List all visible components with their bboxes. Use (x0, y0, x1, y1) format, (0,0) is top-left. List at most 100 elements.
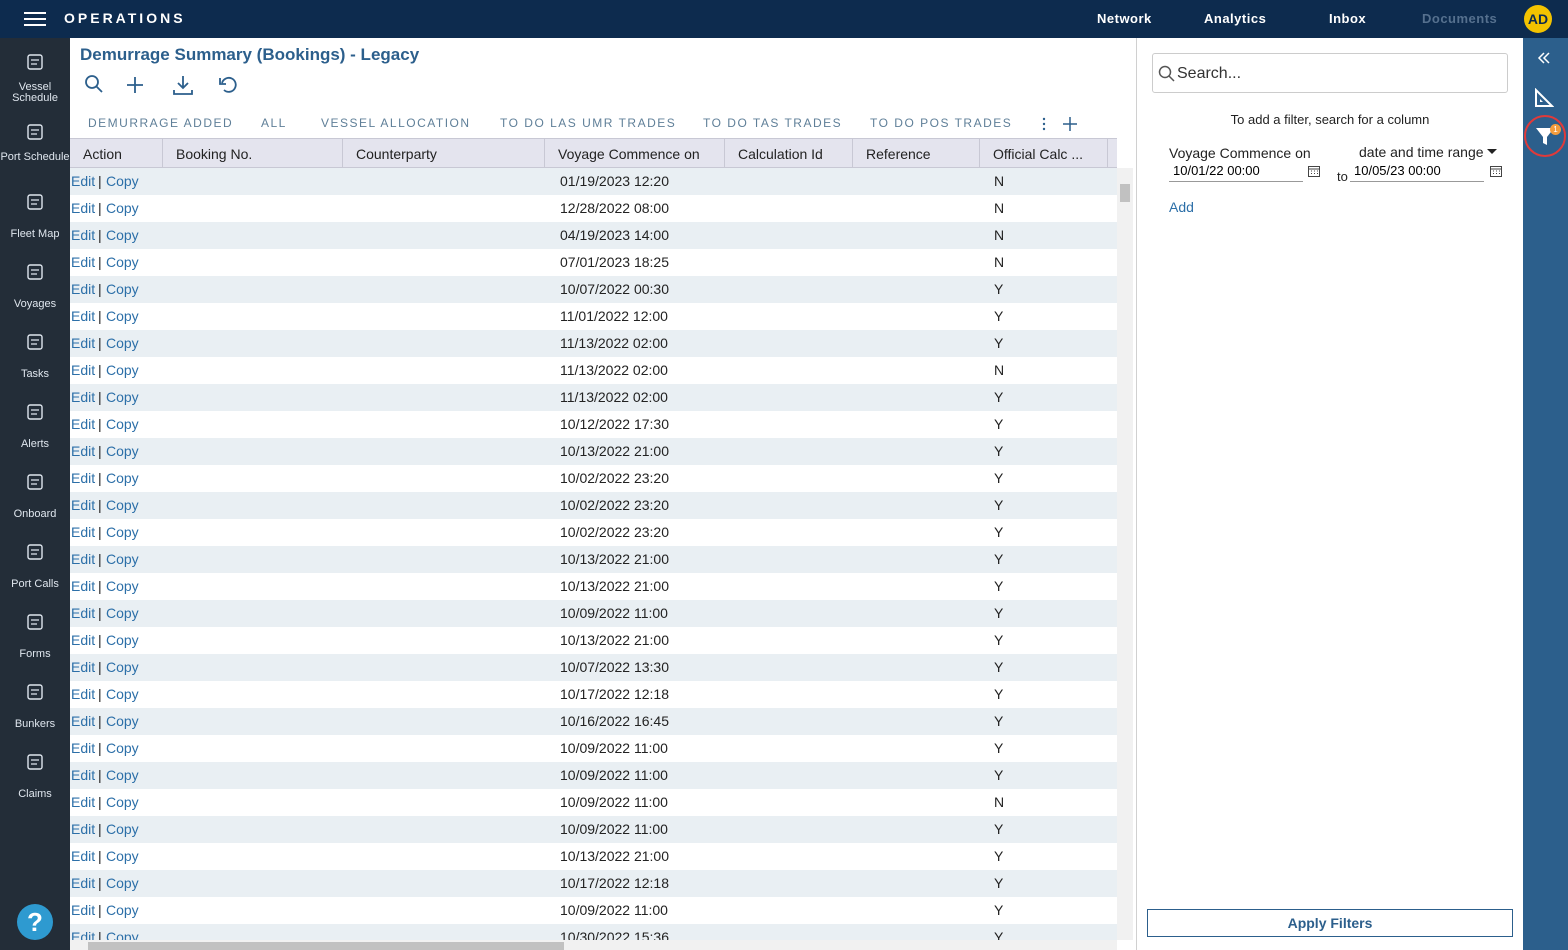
sidebar-item[interactable]: Onboard (0, 458, 70, 528)
copy-link[interactable]: Copy (106, 929, 139, 940)
filter-icon[interactable] (1523, 114, 1568, 159)
tab[interactable]: DEMURRAGE ADDED (88, 116, 234, 130)
column-header[interactable]: Calculation Id (725, 139, 853, 167)
column-header[interactable]: Official Calc ... (980, 139, 1108, 167)
copy-link[interactable]: Copy (106, 335, 139, 351)
edit-link[interactable]: Edit (71, 659, 96, 675)
copy-link[interactable]: Copy (106, 632, 139, 648)
copy-link[interactable]: Copy (106, 470, 139, 486)
edit-link[interactable]: Edit (71, 875, 96, 891)
copy-link[interactable]: Copy (106, 200, 139, 216)
sidebar-item[interactable]: Voyages (0, 248, 70, 318)
tab[interactable]: VESSEL ALLOCATION (321, 116, 471, 130)
nav-link[interactable]: Documents (1422, 11, 1498, 26)
copy-link[interactable]: Copy (106, 659, 139, 675)
calendar-icon[interactable] (1490, 165, 1502, 177)
copy-link[interactable]: Copy (106, 578, 139, 594)
sidebar-item[interactable]: Claims (0, 738, 70, 808)
copy-link[interactable]: Copy (106, 416, 139, 432)
edit-link[interactable]: Edit (71, 686, 96, 702)
edit-link[interactable]: Edit (71, 605, 96, 621)
date-to[interactable]: 10/05/23 00:00 (1350, 163, 1484, 182)
nav-link[interactable]: Analytics (1204, 11, 1267, 26)
edit-link[interactable]: Edit (71, 389, 96, 405)
download-icon[interactable] (173, 76, 193, 95)
menu-icon[interactable] (24, 11, 46, 27)
apply-filters[interactable]: Apply Filters (1147, 909, 1513, 937)
copy-link[interactable]: Copy (106, 821, 139, 837)
copy-link[interactable]: Copy (106, 254, 139, 270)
sidebar-item[interactable]: Fleet Map (0, 178, 70, 248)
copy-link[interactable]: Copy (106, 362, 139, 378)
sidebar-item[interactable]: Port Schedule (0, 108, 70, 178)
search-box[interactable]: Search... (1152, 53, 1508, 93)
reset-icon[interactable] (219, 76, 237, 93)
edit-link[interactable]: Edit (71, 524, 96, 540)
edit-link[interactable]: Edit (71, 281, 96, 297)
edit-link[interactable]: Edit (71, 794, 96, 810)
add-icon[interactable] (127, 77, 143, 93)
edit-link[interactable]: Edit (71, 632, 96, 648)
copy-link[interactable]: Copy (106, 551, 139, 567)
column-header[interactable]: Booking No. (163, 139, 343, 167)
column-header[interactable]: Action (70, 139, 163, 167)
copy-link[interactable]: Copy (106, 875, 139, 891)
copy-link[interactable]: Copy (106, 794, 139, 810)
edit-link[interactable]: Edit (71, 254, 96, 270)
filter-mode[interactable]: date and time range (1359, 144, 1484, 160)
edit-link[interactable]: Edit (71, 848, 96, 864)
copy-link[interactable]: Copy (106, 740, 139, 756)
edit-link[interactable]: Edit (71, 713, 96, 729)
edit-link[interactable]: Edit (71, 740, 96, 756)
nav-link[interactable]: Network (1097, 11, 1152, 26)
edit-link[interactable]: Edit (71, 227, 96, 243)
tab[interactable]: TO DO LAS UMR TRADES (500, 116, 677, 130)
copy-link[interactable]: Copy (106, 902, 139, 918)
copy-link[interactable]: Copy (106, 605, 139, 621)
copy-link[interactable]: Copy (106, 524, 139, 540)
edit-link[interactable]: Edit (71, 902, 96, 918)
collapse-icon[interactable] (1537, 51, 1551, 65)
copy-link[interactable]: Copy (106, 686, 139, 702)
copy-link[interactable]: Copy (106, 443, 139, 459)
edit-link[interactable]: Edit (71, 929, 96, 940)
nav-link[interactable]: Inbox (1329, 11, 1367, 26)
edit-link[interactable]: Edit (71, 308, 96, 324)
edit-link[interactable]: Edit (71, 470, 96, 486)
edit-link[interactable]: Edit (71, 767, 96, 783)
sidebar-item[interactable]: Forms (0, 598, 70, 668)
column-header[interactable]: Reference (853, 139, 980, 167)
copy-link[interactable]: Copy (106, 848, 139, 864)
edit-link[interactable]: Edit (71, 551, 96, 567)
copy-link[interactable]: Copy (106, 308, 139, 324)
sidebar-item[interactable]: Bunkers (0, 668, 70, 738)
copy-link[interactable]: Copy (106, 281, 139, 297)
edit-link[interactable]: Edit (71, 335, 96, 351)
edit-link[interactable]: Edit (71, 497, 96, 513)
edit-link[interactable]: Edit (71, 362, 96, 378)
help-button[interactable]: ? (17, 904, 53, 940)
column-header[interactable]: Counterparty (343, 139, 545, 167)
edit-link[interactable]: Edit (71, 173, 96, 189)
tab[interactable]: TO DO POS TRADES (870, 116, 1013, 130)
tab[interactable]: ALL (261, 116, 287, 130)
tab[interactable]: TO DO TAS TRADES (703, 116, 843, 130)
search-icon[interactable] (85, 75, 99, 89)
copy-link[interactable]: Copy (106, 173, 139, 189)
copy-link[interactable]: Copy (106, 389, 139, 405)
sidebar-item[interactable]: Alerts (0, 388, 70, 458)
sidebar-item[interactable]: Port Calls (0, 528, 70, 598)
calendar-icon[interactable] (1308, 165, 1320, 177)
column-header[interactable]: St (1108, 139, 1117, 167)
edit-link[interactable]: Edit (71, 578, 96, 594)
date-from[interactable]: 10/01/22 00:00 (1169, 163, 1303, 182)
sidebar-item[interactable]: Vessel Schedule (0, 38, 70, 108)
copy-link[interactable]: Copy (106, 227, 139, 243)
avatar[interactable]: AD (1524, 5, 1552, 33)
edit-link[interactable]: Edit (71, 821, 96, 837)
edit-link[interactable]: Edit (71, 200, 96, 216)
ruler-icon[interactable] (1534, 88, 1554, 108)
add-tab[interactable] (1063, 117, 1077, 131)
sidebar-item[interactable]: Tasks (0, 318, 70, 388)
column-header[interactable]: Voyage Commence on (545, 139, 725, 167)
